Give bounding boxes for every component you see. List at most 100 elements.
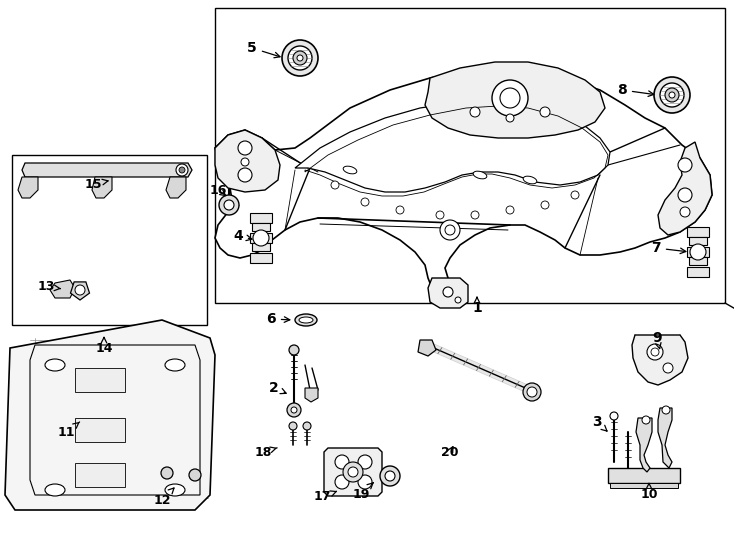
Polygon shape [687,227,709,237]
Circle shape [291,407,297,413]
Ellipse shape [295,314,317,326]
Circle shape [297,55,303,61]
Circle shape [179,167,185,173]
Ellipse shape [473,171,487,179]
Circle shape [492,80,528,116]
Circle shape [287,403,301,417]
Bar [215,8,725,303]
Circle shape [662,406,670,414]
Circle shape [358,455,372,469]
Circle shape [571,191,579,199]
Circle shape [380,466,400,486]
Circle shape [500,88,520,108]
Polygon shape [636,418,652,472]
Bar [75,368,125,392]
Ellipse shape [299,317,313,323]
Polygon shape [22,163,192,177]
Text: 2: 2 [269,381,286,395]
Text: 1: 1 [472,298,482,315]
Ellipse shape [344,166,357,174]
Circle shape [335,475,349,489]
Bar [610,483,678,488]
Bar [608,468,680,483]
Text: 17: 17 [313,490,336,503]
Polygon shape [305,388,318,402]
Polygon shape [689,237,707,245]
Circle shape [219,195,239,215]
Circle shape [238,168,252,182]
Polygon shape [295,100,610,192]
Ellipse shape [165,359,185,371]
Circle shape [436,211,444,219]
Circle shape [678,188,692,202]
Circle shape [241,158,249,166]
Circle shape [440,220,460,240]
Ellipse shape [165,484,185,496]
Circle shape [331,181,339,189]
Text: 20: 20 [441,446,459,458]
Polygon shape [252,243,270,251]
Circle shape [253,230,269,246]
Polygon shape [250,253,272,263]
Circle shape [224,200,234,210]
Circle shape [282,40,318,76]
Polygon shape [18,177,38,198]
Circle shape [445,225,455,235]
Circle shape [660,83,684,107]
Text: 8: 8 [617,83,654,97]
Polygon shape [92,177,112,198]
Text: 13: 13 [37,280,60,294]
Polygon shape [70,282,90,300]
Circle shape [303,422,311,430]
Circle shape [75,285,85,295]
Polygon shape [425,62,605,138]
Circle shape [665,88,679,102]
Polygon shape [632,335,688,385]
Circle shape [348,467,358,477]
Polygon shape [250,213,272,223]
Bar [12,155,207,325]
Polygon shape [687,247,709,257]
Circle shape [663,363,673,373]
Circle shape [678,158,692,172]
Ellipse shape [45,359,65,371]
Polygon shape [324,448,382,496]
Text: 11: 11 [57,422,79,440]
Circle shape [443,287,453,297]
Polygon shape [687,267,709,277]
Circle shape [335,455,349,469]
Polygon shape [252,223,270,231]
Circle shape [690,244,706,260]
Circle shape [642,416,650,424]
Circle shape [523,383,541,401]
Bar [75,463,125,487]
Circle shape [396,206,404,214]
Circle shape [471,211,479,219]
Text: 10: 10 [640,483,658,501]
Circle shape [506,206,514,214]
Polygon shape [50,280,75,298]
Circle shape [541,201,549,209]
Text: 3: 3 [592,415,607,431]
Circle shape [161,467,173,479]
Circle shape [680,207,690,217]
Circle shape [358,475,372,489]
Bar [75,418,125,442]
Circle shape [527,387,537,397]
Polygon shape [215,68,712,298]
Polygon shape [166,177,186,198]
Polygon shape [250,233,272,243]
Polygon shape [658,408,672,468]
Circle shape [343,462,363,482]
Polygon shape [5,320,215,510]
Text: 15: 15 [84,178,108,191]
Polygon shape [689,257,707,265]
Text: 5: 5 [247,41,280,58]
Circle shape [669,92,675,98]
Polygon shape [215,130,280,192]
Circle shape [293,51,307,65]
Circle shape [610,412,618,420]
Text: 18: 18 [254,446,277,458]
Circle shape [540,107,550,117]
Circle shape [238,141,252,155]
